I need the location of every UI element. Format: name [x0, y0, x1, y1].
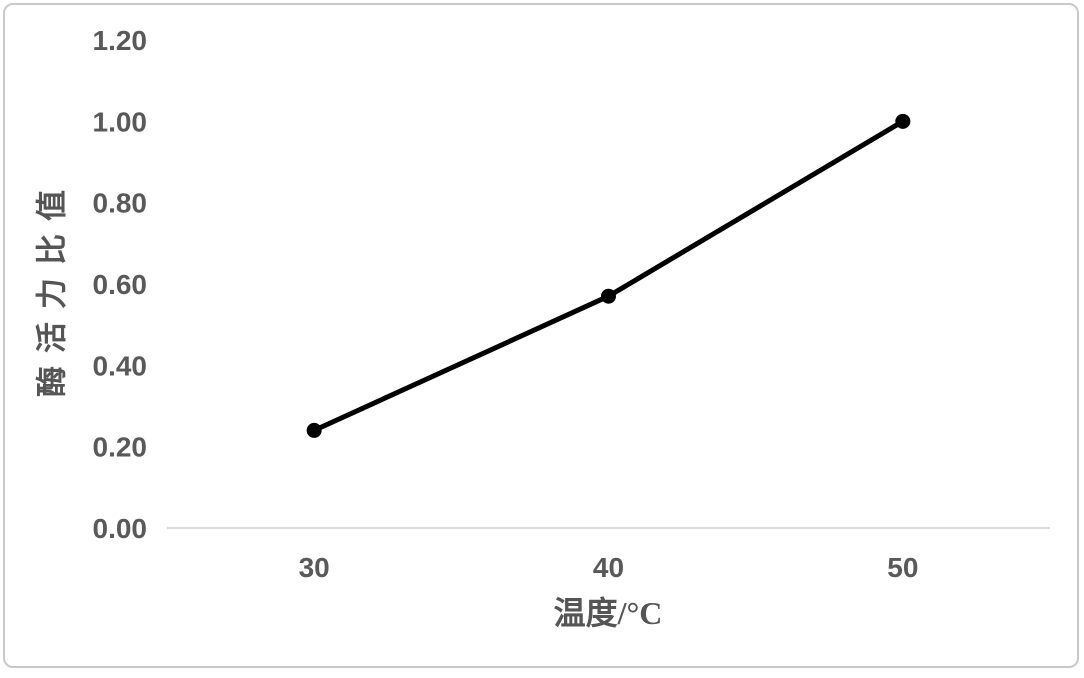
- y-tick-label: 0.80: [93, 188, 148, 219]
- data-point-marker: [306, 422, 322, 438]
- series-line: [311, 118, 906, 433]
- y-tick-label: 1.20: [93, 25, 148, 56]
- chart-frame: 0.00 0.20 0.40 0.60 0.80 1.00 1.20 30 40 50 温度/°C…: [3, 3, 1079, 668]
- x-tick-label: 30: [299, 552, 330, 583]
- y-tick-label: 0.40: [93, 350, 148, 381]
- data-point-marker: [895, 113, 911, 129]
- y-axis-title: 酶活力比值: [34, 177, 70, 397]
- x-axis-title: 温度/°C: [553, 595, 663, 631]
- y-tick-label: 0.60: [93, 269, 148, 300]
- x-tick-label: 50: [887, 552, 918, 583]
- y-tick-label: 1.00: [93, 106, 148, 137]
- data-point-marker: [601, 288, 616, 304]
- y-tick-label: 0.00: [93, 513, 148, 544]
- y-tick-label: 0.20: [93, 432, 148, 463]
- line-chart-plot: 0.00 0.20 0.40 0.60 0.80 1.00 1.20 30 40 50: [93, 25, 1050, 583]
- x-tick-label: 40: [593, 552, 624, 583]
